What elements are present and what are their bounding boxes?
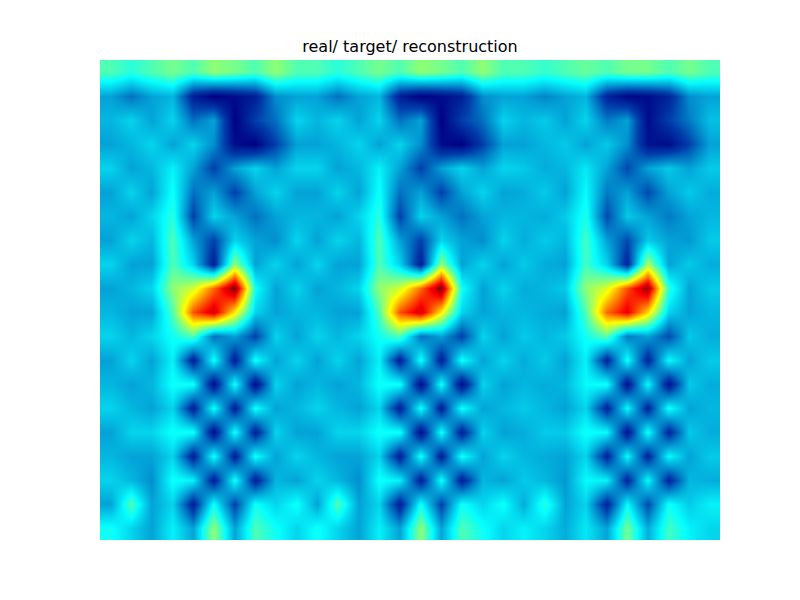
svg-text:real/ target/ reconstruction: real/ target/ reconstruction: [302, 37, 518, 56]
